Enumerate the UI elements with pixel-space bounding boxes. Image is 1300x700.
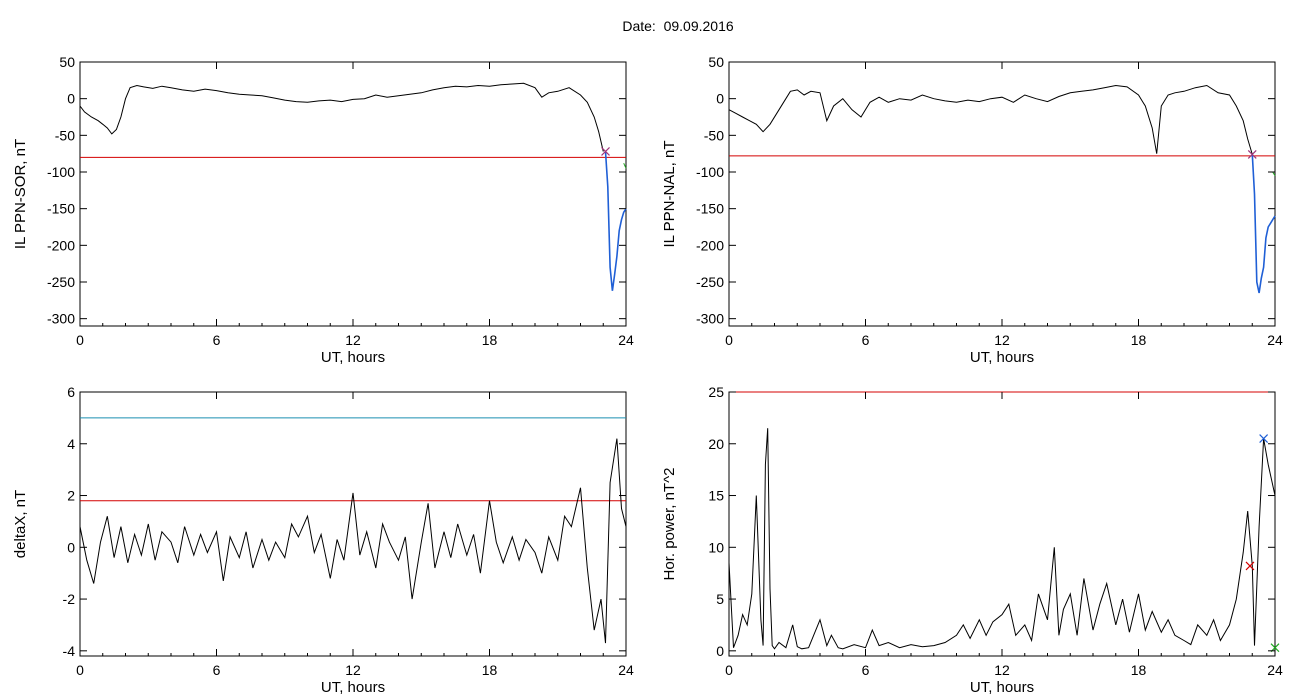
chart-sor-y-axis-label: IL PPN-SOR, nT	[12, 139, 29, 249]
chart-hpower-x-tick-label: 12	[994, 662, 1010, 678]
chart-sor-y-tick-label: -250	[47, 274, 75, 290]
chart-nal-y-axis-label: IL PPN-NAL, nT	[661, 141, 678, 248]
chart-deltax-x-tick-label: 0	[76, 662, 84, 678]
chart-hpower-marker-0	[1259, 434, 1269, 444]
chart-hpower-y-tick-label: 5	[716, 591, 724, 607]
chart-hpower-y-tick-label: 0	[716, 643, 724, 659]
chart-deltax-y-tick-label: 6	[67, 384, 75, 400]
chart-hpower-y-tick-label: 20	[708, 436, 724, 452]
chart-deltax-y-tick-label: -2	[63, 591, 76, 607]
chart-deltax-y-tick-label: 0	[67, 539, 75, 555]
chart-nal-x-tick-label: 6	[862, 332, 870, 348]
chart-hpower-x-tick-label: 24	[1267, 662, 1283, 678]
chart-deltax-y-tick-label: 4	[67, 436, 75, 452]
chart-nal-series-2-line	[1272, 171, 1276, 176]
chart-deltax-x-tick-label: 12	[345, 662, 361, 678]
chart-nal-x-axis-label: UT, hours	[970, 349, 1034, 366]
chart-nal-y-tick-label: -100	[696, 164, 724, 180]
chart-sor-y-tick-label: -50	[55, 127, 75, 143]
chart-hpower-series-0-line	[728, 428, 1276, 650]
date-label: Date:	[622, 18, 656, 34]
chart-hpower-y-tick-label: 10	[708, 539, 724, 555]
chart-sor-marker-0	[601, 147, 610, 156]
chart-sor-y-tick-label: -100	[47, 164, 75, 180]
chart-deltax-x-tick-label: 24	[618, 662, 634, 678]
chart-deltax-y-tick-label: -4	[63, 643, 76, 659]
chart-sor-y-tick-label: -300	[47, 311, 75, 327]
chart-sor-x-tick-label: 18	[482, 332, 498, 348]
chart-nal-x-tick-label: 0	[725, 332, 733, 348]
chart-nal-x-tick-label: 18	[1131, 332, 1147, 348]
chart-hpower-y-axis-label: Hor. power, nT^2	[661, 468, 678, 581]
chart-sor-y-tick-label: 0	[67, 91, 75, 107]
date-value: 09.09.2016	[663, 18, 734, 34]
chart-sor-series-2-line	[623, 162, 627, 169]
chart-hpower-x-axis-label: UT, hours	[970, 679, 1034, 696]
chart-hpower-marker-1	[1245, 561, 1255, 571]
chart-deltax-y-axis-label: deltaX, nT	[12, 490, 29, 558]
chart-nal-plot-frame	[728, 61, 1276, 327]
chart-nal-marker-0	[1247, 149, 1257, 159]
chart-nal-y-tick-label: -150	[696, 201, 724, 217]
chart-hpower-x-tick-label: 6	[862, 662, 870, 678]
chart-nal-x-tick-label: 12	[994, 332, 1010, 348]
chart-nal-x-tick-label: 24	[1267, 332, 1283, 348]
chart-nal-y-tick-label: -200	[696, 237, 724, 253]
chart-hpower-plot-frame	[728, 391, 1276, 657]
chart-nal-y-tick-label: 0	[716, 91, 724, 107]
chart-sor-y-tick-label: -200	[47, 237, 75, 253]
chart-sor-x-tick-label: 12	[345, 332, 361, 348]
chart-deltax-series-0-line	[79, 438, 627, 644]
chart-hpower-y-tick-label: 15	[708, 488, 724, 504]
chart-title: Date: 09.09.2016	[0, 18, 1300, 34]
chart-deltax-y-tick-label: 2	[67, 488, 75, 504]
chart-sor-x-tick-label: 6	[213, 332, 221, 348]
chart-deltax-plot-frame	[79, 391, 627, 657]
chart-nal-y-tick-label: -50	[704, 127, 724, 143]
chart-deltax-x-tick-label: 6	[213, 662, 221, 678]
chart-sor-series-1-line	[604, 151, 627, 291]
chart-hpower-x-tick-label: 18	[1131, 662, 1147, 678]
chart-nal-series-1-line	[1251, 154, 1276, 294]
chart-sor-x-axis-label: UT, hours	[321, 349, 385, 366]
chart-deltax-x-tick-label: 18	[482, 662, 498, 678]
chart-nal-y-tick-label: -300	[696, 311, 724, 327]
chart-nal-y-tick-label: -250	[696, 274, 724, 290]
chart-nal-series-0-line	[728, 84, 1253, 155]
chart-deltax-x-axis-label: UT, hours	[321, 679, 385, 696]
chart-sor-plot-frame	[79, 61, 627, 327]
chart-hpower-x-tick-label: 0	[725, 662, 733, 678]
chart-nal-y-tick-label: 50	[708, 54, 724, 70]
chart-hpower-y-tick-label: 25	[708, 384, 724, 400]
chart-sor-x-tick-label: 24	[618, 332, 634, 348]
chart-sor-y-tick-label: 50	[59, 54, 75, 70]
chart-sor-x-tick-label: 0	[76, 332, 84, 348]
chart-sor-y-tick-label: -150	[47, 201, 75, 217]
chart-sor-series-0-line	[79, 82, 604, 152]
